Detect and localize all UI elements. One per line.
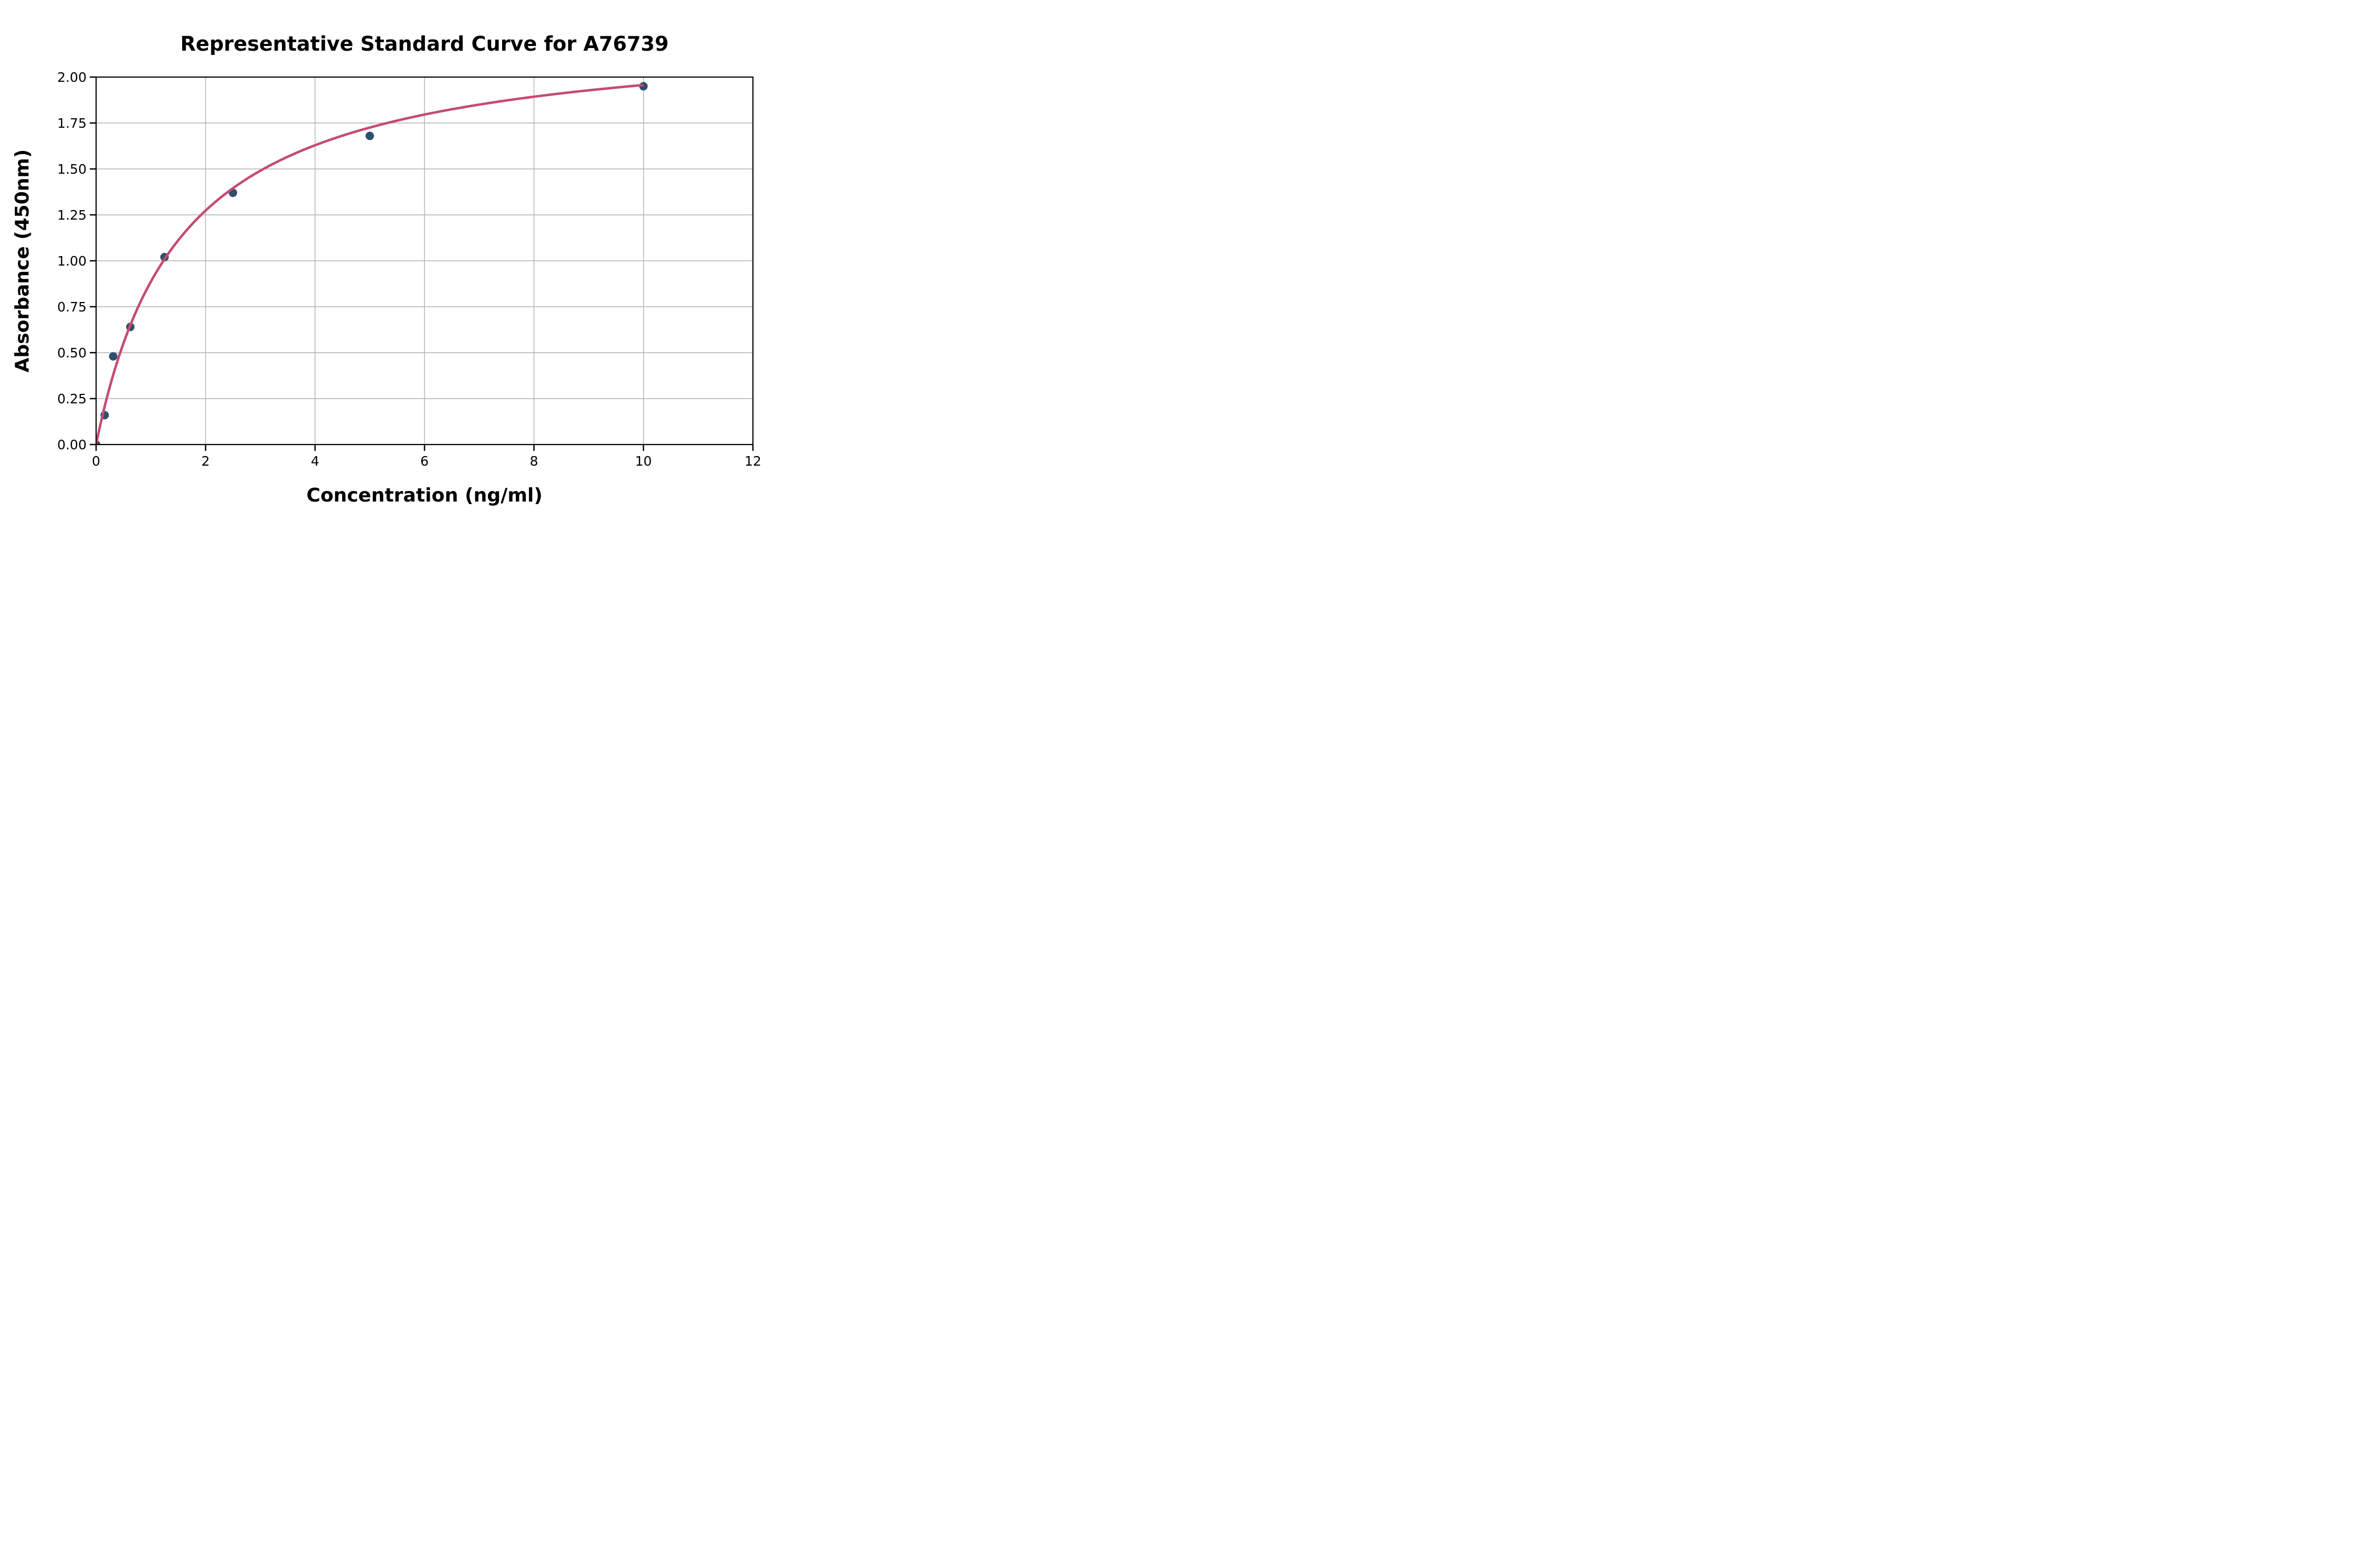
x-tick-label: 0	[92, 454, 100, 469]
y-tick-label: 1.25	[57, 207, 87, 223]
y-tick-label: 0.75	[57, 299, 87, 315]
figure: 0 2 4 6 8 10 12 0.00 0.25 0.50 0.75 1.00 1.25 1.50 1.7…	[0, 0, 792, 523]
standard-curve-chart: 0 2 4 6 8 10 12 0.00 0.25 0.50 0.75 1.00 1.25 1.50 1.7…	[12, 32, 761, 506]
data-point	[365, 131, 374, 140]
ticks-layer: 0 2 4 6 8 10 12 0.00 0.25 0.50 0.75 1.00 1.25 1.50 1.7…	[57, 70, 761, 469]
chart-title: Representative Standard Curve for A76739	[181, 32, 669, 55]
x-tick-label: 6	[420, 454, 429, 469]
y-tick-label: 1.50	[57, 162, 87, 177]
y-tick-label: 0.50	[57, 345, 87, 361]
x-tick-label: 4	[311, 454, 319, 469]
y-tick-label: 1.75	[57, 116, 87, 131]
y-tick-label: 1.00	[57, 253, 87, 269]
x-tick-label: 10	[635, 454, 652, 469]
fit-curve-layer	[96, 83, 644, 445]
x-tick-label: 8	[530, 454, 538, 469]
x-axis-label: Concentration (ng/ml)	[306, 485, 542, 506]
data-point	[109, 352, 118, 361]
x-tick-label: 12	[744, 454, 761, 469]
y-tick-label: 0.25	[57, 391, 87, 407]
y-tick-label: 0.00	[57, 437, 87, 452]
x-tick-label: 2	[201, 454, 210, 469]
y-tick-label: 2.00	[57, 70, 87, 85]
y-axis-label: Absorbance (450nm)	[12, 149, 33, 373]
fit-curve-path	[96, 83, 644, 445]
